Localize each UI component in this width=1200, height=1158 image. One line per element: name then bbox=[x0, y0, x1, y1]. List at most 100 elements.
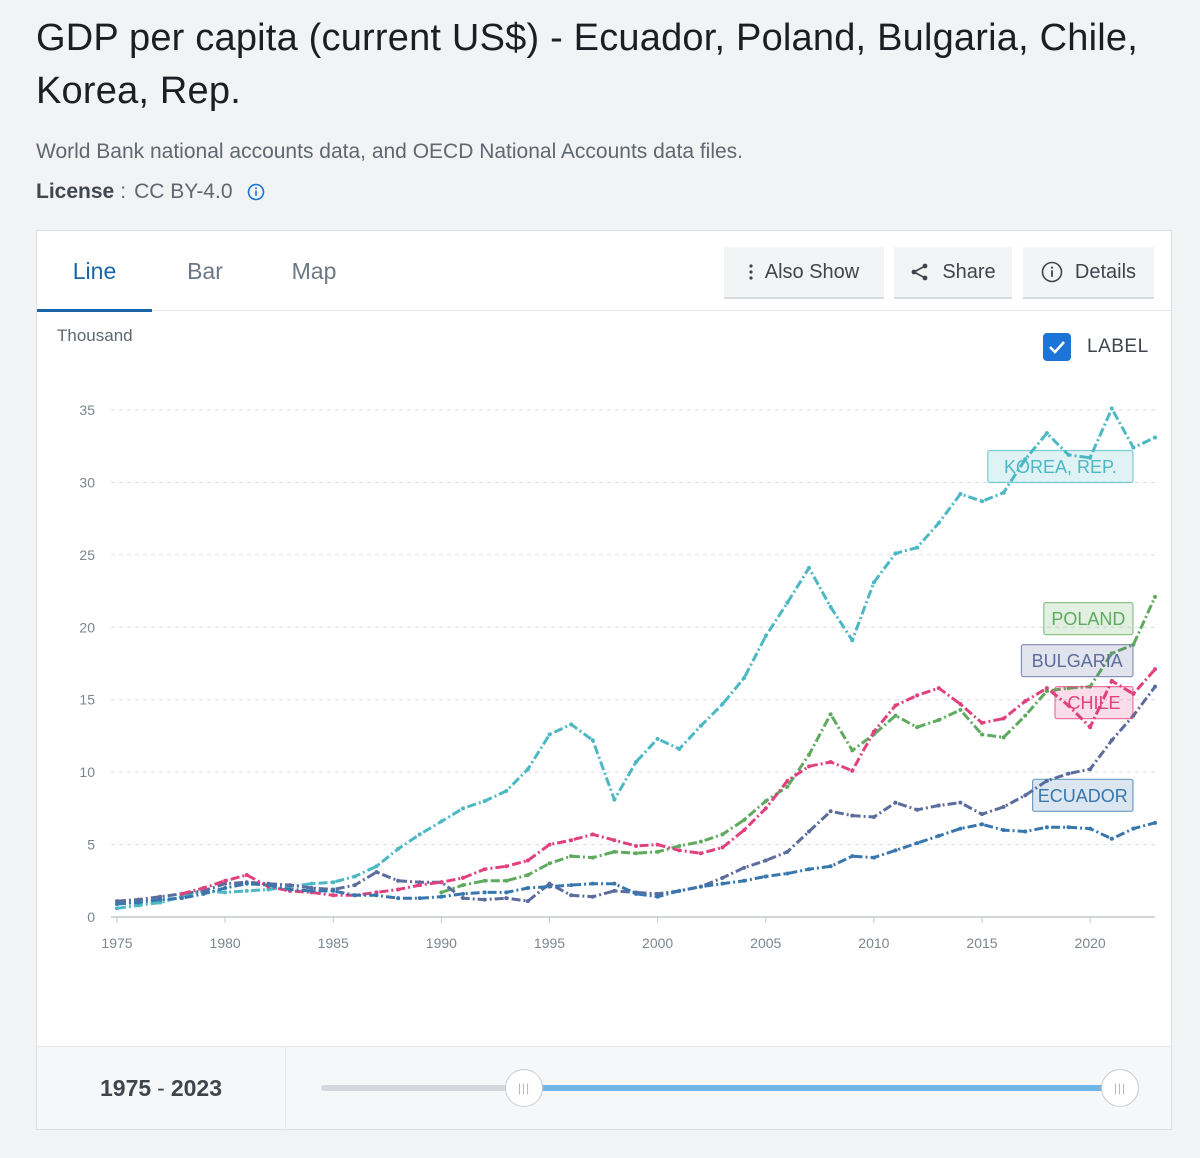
data-point bbox=[1044, 689, 1049, 694]
data-point bbox=[417, 832, 422, 837]
data-point bbox=[958, 492, 963, 497]
data-point bbox=[525, 767, 530, 772]
data-point bbox=[980, 720, 984, 725]
data-point bbox=[439, 819, 444, 824]
label-checkbox[interactable] bbox=[1043, 333, 1071, 361]
data-point bbox=[1023, 713, 1028, 718]
data-point bbox=[244, 888, 249, 893]
data-point bbox=[158, 894, 163, 899]
range-end: 2023 bbox=[170, 1075, 222, 1101]
x-tick-label: 2005 bbox=[750, 935, 781, 951]
x-tick-label: 2015 bbox=[966, 935, 997, 951]
data-point bbox=[785, 849, 790, 854]
tab-map[interactable]: Map bbox=[291, 257, 337, 284]
data-point bbox=[677, 844, 682, 849]
license-label: License bbox=[36, 180, 115, 203]
data-point bbox=[590, 894, 595, 899]
data-point bbox=[482, 799, 487, 804]
tab-bar[interactable]: Bar bbox=[187, 257, 223, 284]
y-tick-label: 20 bbox=[79, 619, 95, 635]
series-label-box bbox=[1031, 778, 1134, 812]
data-point bbox=[1066, 703, 1071, 708]
data-point bbox=[871, 580, 876, 585]
data-point bbox=[223, 878, 228, 883]
x-tick-label: 1980 bbox=[210, 935, 241, 951]
data-point bbox=[850, 768, 855, 773]
data-point bbox=[1001, 490, 1006, 495]
data-point bbox=[331, 893, 336, 898]
data-point bbox=[915, 693, 920, 698]
data-point bbox=[612, 849, 617, 854]
data-point bbox=[807, 565, 811, 570]
details-label: Details bbox=[1074, 260, 1137, 283]
data-point bbox=[569, 883, 574, 888]
data-point bbox=[352, 874, 357, 879]
data-point bbox=[374, 870, 379, 875]
data-point bbox=[590, 855, 595, 860]
share-button[interactable]: Share bbox=[894, 247, 1012, 297]
tab-line[interactable]: Line bbox=[37, 231, 152, 312]
data-point bbox=[1131, 445, 1136, 450]
data-point bbox=[1153, 820, 1157, 825]
data-point bbox=[374, 890, 379, 895]
y-tick-label: 25 bbox=[79, 547, 95, 563]
data-point bbox=[763, 633, 768, 638]
data-point bbox=[936, 686, 941, 691]
data-point bbox=[612, 881, 617, 886]
x-tick-label: 1990 bbox=[426, 935, 457, 951]
data-point bbox=[136, 903, 141, 908]
data-point bbox=[807, 867, 811, 872]
data-point bbox=[850, 813, 855, 818]
range-footer: 1975 - 2023 ||| ||| bbox=[37, 1046, 1171, 1130]
data-point bbox=[482, 878, 487, 883]
label-toggle-text: LABEL bbox=[1087, 336, 1149, 357]
data-point bbox=[828, 605, 833, 610]
slider-handle-end[interactable]: ||| bbox=[1101, 1069, 1139, 1107]
data-point bbox=[396, 887, 401, 892]
data-point bbox=[179, 891, 184, 896]
label-toggle[interactable]: LABEL bbox=[1043, 333, 1149, 361]
data-point bbox=[893, 848, 898, 853]
data-point bbox=[980, 822, 984, 827]
data-point bbox=[1066, 825, 1071, 830]
series-label: POLAND bbox=[1051, 609, 1125, 629]
year-range-slider[interactable] bbox=[321, 1085, 1139, 1091]
also-show-button[interactable]: Also Show bbox=[724, 247, 884, 297]
data-point bbox=[439, 894, 444, 899]
data-point bbox=[590, 881, 595, 886]
data-point bbox=[958, 707, 963, 712]
data-point bbox=[1088, 826, 1093, 831]
data-point bbox=[634, 760, 638, 765]
info-icon[interactable] bbox=[247, 183, 265, 201]
data-point bbox=[223, 886, 228, 891]
data-point bbox=[309, 881, 314, 886]
data-point bbox=[461, 891, 465, 896]
data-point bbox=[828, 809, 833, 814]
data-point bbox=[915, 807, 920, 812]
series-line-korea-rep- bbox=[116, 407, 1156, 910]
data-point bbox=[742, 878, 747, 883]
data-point bbox=[807, 764, 811, 769]
data-point bbox=[266, 883, 271, 888]
info-circle-icon bbox=[1041, 261, 1063, 283]
data-point bbox=[1001, 804, 1006, 809]
data-point bbox=[1109, 836, 1114, 841]
data-point bbox=[1088, 767, 1093, 772]
x-tick-label: 2000 bbox=[642, 935, 673, 951]
data-point bbox=[547, 884, 552, 889]
data-point bbox=[482, 897, 487, 902]
data-point bbox=[871, 729, 876, 734]
data-point bbox=[1153, 684, 1157, 689]
slider-handle-start[interactable]: ||| bbox=[505, 1069, 543, 1107]
data-point bbox=[742, 675, 747, 680]
data-point bbox=[201, 886, 206, 891]
data-point bbox=[179, 896, 184, 901]
data-point bbox=[201, 888, 206, 893]
data-point bbox=[612, 797, 617, 802]
data-point bbox=[136, 900, 141, 905]
data-point bbox=[655, 891, 660, 896]
data-point bbox=[461, 875, 465, 880]
data-point bbox=[763, 874, 768, 879]
series-label-box bbox=[1054, 686, 1134, 720]
details-button[interactable]: Details bbox=[1023, 247, 1154, 297]
